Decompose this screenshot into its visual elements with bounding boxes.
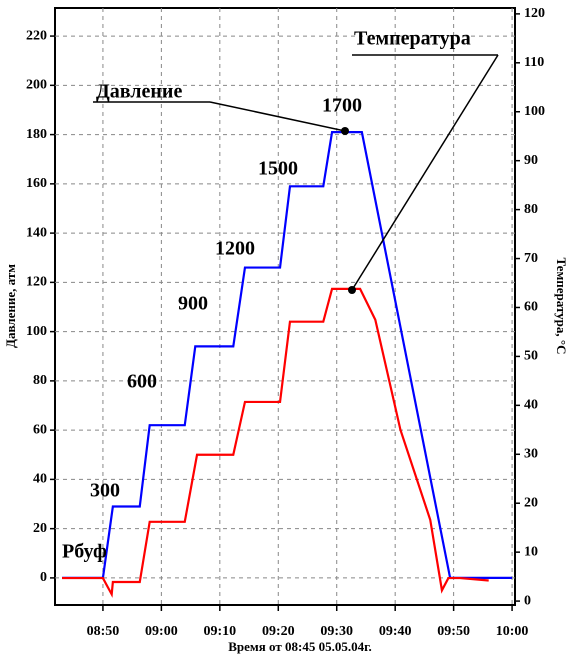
annotation: Рбуф xyxy=(62,541,107,563)
y2-tick-label: 80 xyxy=(524,202,538,217)
leader-line xyxy=(209,101,346,132)
y2-tick-label: 60 xyxy=(524,300,538,315)
y2-tick-label: 120 xyxy=(524,6,545,21)
leader-line xyxy=(351,54,499,291)
y-tick-label: 0 xyxy=(40,570,47,585)
y-tick-label: 60 xyxy=(33,422,47,437)
x-tick-label: 09:20 xyxy=(262,624,295,639)
y-tick-label: 200 xyxy=(26,78,47,93)
annotation: 600 xyxy=(127,371,157,393)
x-tick-label: 09:10 xyxy=(203,624,236,639)
y2-tick-label: 70 xyxy=(524,251,538,266)
annotation: 900 xyxy=(178,293,208,315)
x-tick-label: 10:00 xyxy=(496,624,529,639)
annotation: 1200 xyxy=(215,238,255,260)
y-tick-label: 20 xyxy=(33,521,47,536)
y2-tick-label: 100 xyxy=(524,104,545,119)
y-tick-label: 100 xyxy=(26,324,47,339)
annotation: 1500 xyxy=(258,158,298,180)
y2-tick-label: 40 xyxy=(524,398,538,413)
annotation: 1700 xyxy=(322,95,362,117)
y-tick-label: 80 xyxy=(33,373,47,388)
y2-tick-label: 110 xyxy=(524,55,544,70)
y2-tick-label: 20 xyxy=(524,495,538,510)
y-tick-label: 160 xyxy=(26,176,47,191)
leader-dot xyxy=(348,286,356,294)
y2-tick-label: 10 xyxy=(524,544,538,559)
y-axis-title: Давление, атм xyxy=(3,264,18,348)
plot-frame xyxy=(54,7,516,606)
x-tick-label: 09:00 xyxy=(145,624,178,639)
data-line xyxy=(62,131,513,580)
legend-label: Давление xyxy=(96,81,182,103)
y2-tick-label: 30 xyxy=(524,447,538,462)
x-tick-label: 08:50 xyxy=(87,624,120,639)
legend-label: Температура xyxy=(354,28,471,50)
y-tick-label: 120 xyxy=(26,275,47,290)
x-tick-label: 09:30 xyxy=(320,624,353,639)
y2-tick-label: 0 xyxy=(524,593,531,608)
y-tick-label: 220 xyxy=(26,28,47,43)
x-tick-label: 09:50 xyxy=(437,624,470,639)
y-tick-label: 40 xyxy=(33,472,47,487)
y-tick-label: 140 xyxy=(26,225,47,240)
y2-tick-label: 50 xyxy=(524,349,538,364)
y2-axis-title: Температура, °С xyxy=(554,258,569,355)
y-tick-label: 180 xyxy=(26,127,47,142)
leader-dot xyxy=(341,127,349,135)
annotation: 300 xyxy=(90,480,120,502)
y2-tick-label: 90 xyxy=(524,153,538,168)
x-axis-title: Время от 08:45 05.05.04г. xyxy=(228,639,372,654)
x-tick-label: 09:40 xyxy=(379,624,412,639)
data-line xyxy=(62,287,489,598)
